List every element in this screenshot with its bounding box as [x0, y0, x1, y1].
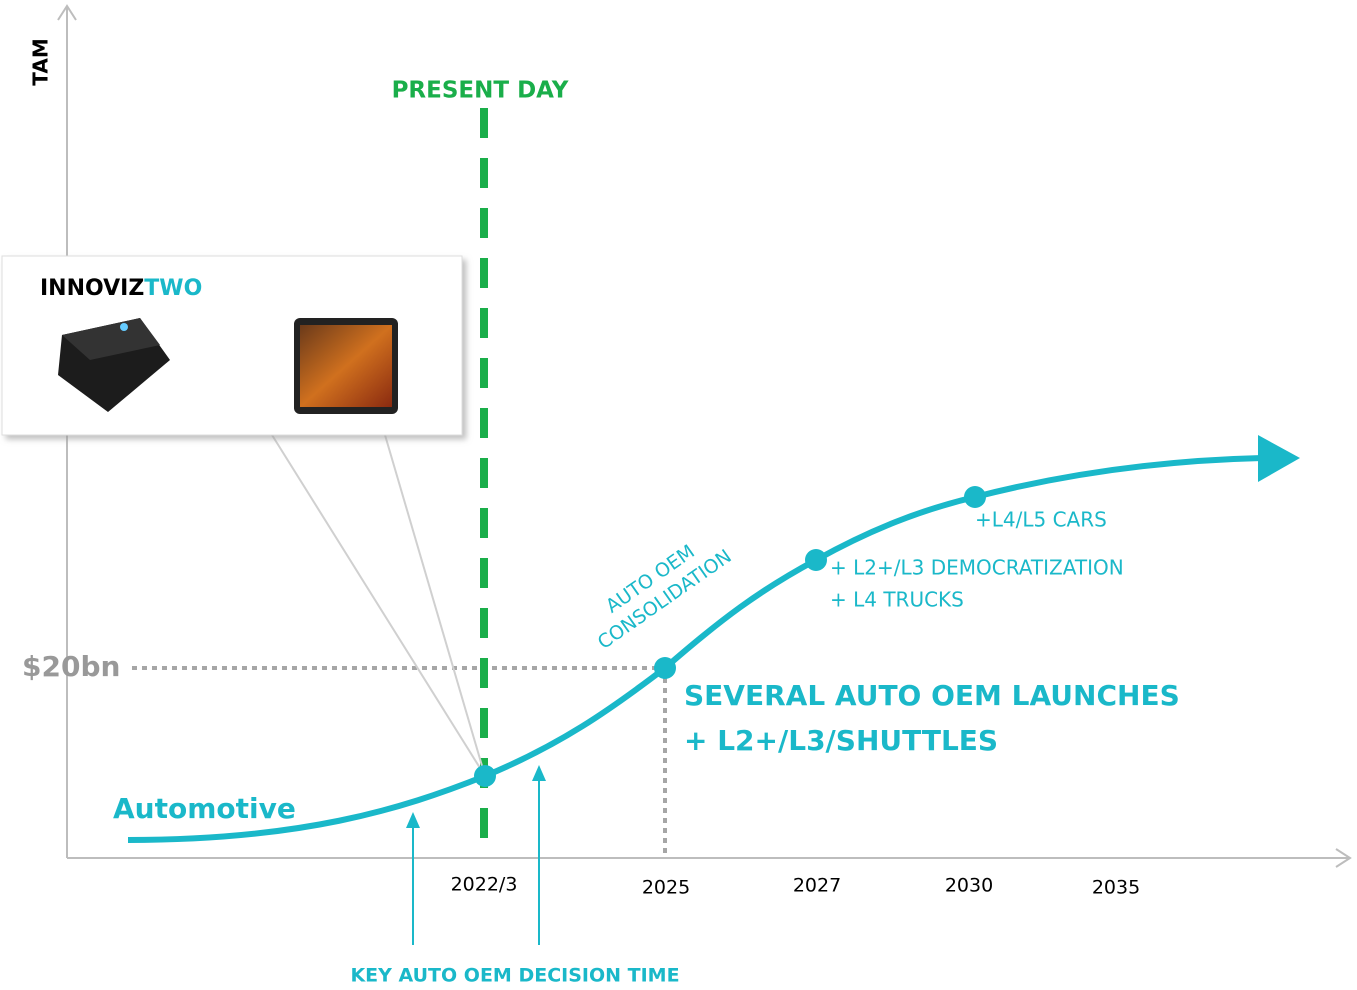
x-label: 2035 — [1092, 877, 1140, 899]
decision-label: KEY AUTO OEM DECISION TIME — [350, 965, 679, 987]
curve-label: Automotive — [113, 792, 296, 825]
x-label: 2030 — [945, 875, 993, 897]
x-label: 2022/3 — [451, 874, 518, 896]
curve-arrowhead — [1258, 435, 1300, 482]
milestone-text: + L2+/L3/SHUTTLES — [684, 724, 998, 757]
y-axis-label: TAM — [29, 38, 53, 85]
x-label: 2025 — [642, 877, 690, 899]
guides — [132, 668, 665, 858]
diagram: TAM $20bn PRESENT DAY INNOVIZTWO Automot… — [0, 0, 1357, 990]
callout-lines — [272, 435, 485, 776]
x-label: 2027 — [793, 875, 841, 897]
milestone-text: + L4 TRUCKS — [830, 588, 964, 612]
consolidation-label: AUTO OEM CONSOLIDATION — [579, 525, 735, 654]
product-title: INNOVIZTWO — [40, 276, 202, 301]
tablet-image — [294, 318, 398, 414]
milestone-text: SEVERAL AUTO OEM LAUNCHES — [684, 679, 1180, 712]
y-marker: $20bn — [22, 650, 120, 683]
x-labels: 2022/3 2025 2027 2030 2035 — [451, 874, 1141, 899]
milestone-text: + L2+/L3 DEMOCRATIZATION — [830, 556, 1124, 580]
milestone-text: +L4/L5 CARS — [975, 508, 1107, 532]
decision-arrows — [406, 765, 546, 945]
present-day-label: PRESENT DAY — [392, 78, 569, 104]
